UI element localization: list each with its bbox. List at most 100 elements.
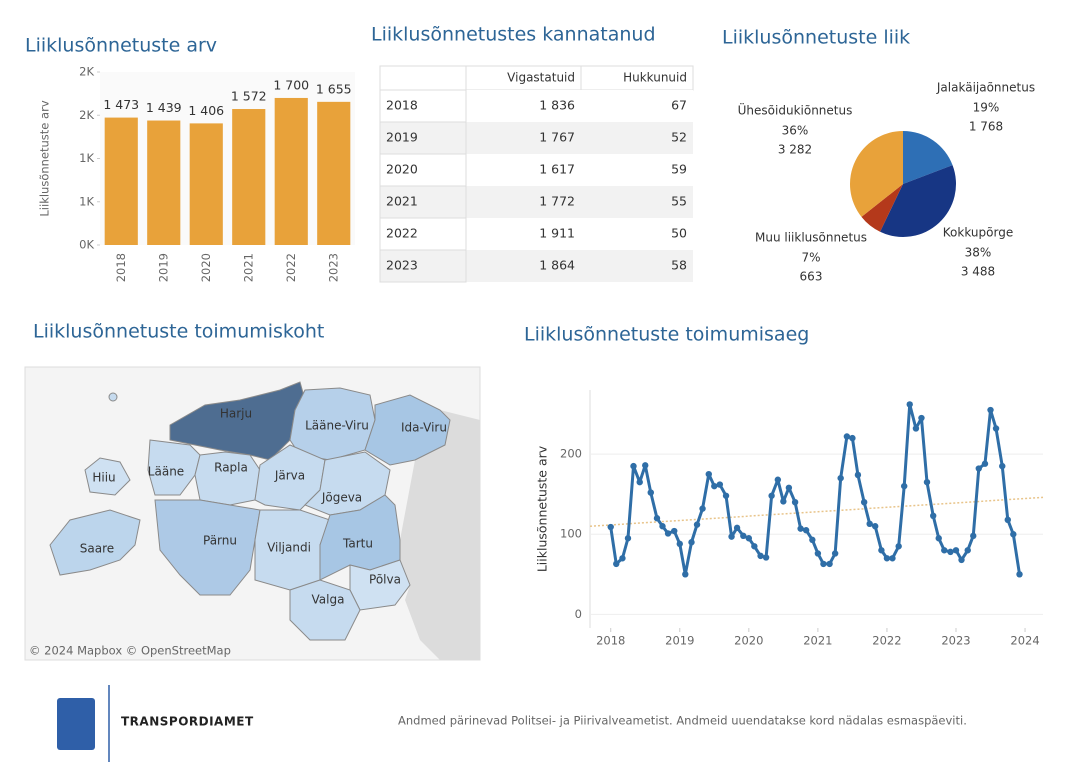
row-header: 2021	[386, 194, 418, 209]
pie-slice	[849, 131, 903, 217]
value-label: 1 439	[146, 100, 182, 115]
data-point	[912, 425, 920, 432]
row-header: 2022	[386, 226, 418, 241]
region-label: Ida-Viru	[401, 421, 447, 435]
row-header-cell	[379, 153, 467, 187]
slice-value: 3 488	[961, 265, 995, 279]
data-point	[952, 547, 960, 554]
region-shape	[84, 457, 131, 496]
region-label: Pärnu	[203, 534, 237, 548]
slice-name: Jalakäijaõnnetus	[936, 81, 1035, 95]
table-cell: 1 772	[539, 194, 575, 209]
data-point	[733, 524, 741, 532]
x-tick-label: 2024	[1010, 634, 1039, 648]
data-point	[699, 505, 706, 512]
column-header: Hukkunuid	[623, 71, 687, 85]
region-label: Hiiu	[92, 471, 115, 485]
data-point	[935, 535, 942, 542]
data-point	[987, 406, 994, 414]
value-label: 1 473	[103, 97, 139, 112]
row-header: 2020	[386, 162, 418, 177]
table-cell: 52	[671, 130, 687, 145]
table-title: Liiklusõnnetustes kannatanud	[371, 24, 656, 46]
y-tick-label: 1K	[79, 151, 94, 165]
data-point	[849, 434, 856, 442]
y-tick-label: 0K	[79, 238, 94, 252]
data-point	[837, 474, 844, 482]
data-point	[802, 527, 810, 534]
region-label: Viljandi	[267, 541, 311, 555]
data-point	[613, 560, 620, 568]
header-cell	[580, 65, 694, 91]
header-cell	[465, 65, 582, 91]
data-point	[745, 535, 753, 542]
map-attribution: © 2024 Mapbox © OpenStreetMap	[29, 644, 231, 658]
x-tick-label: 2023	[941, 634, 970, 648]
table-cell: 55	[671, 194, 687, 209]
data-point	[624, 535, 632, 542]
slice-percent: 36%	[782, 124, 809, 138]
x-tick-label: 2018	[596, 634, 625, 648]
data-point	[642, 462, 649, 469]
slice-name: Ühesõidukiõnnetus	[738, 102, 853, 118]
data-point	[843, 433, 851, 440]
data-point	[809, 536, 816, 544]
x-tick-label: 2019	[665, 634, 694, 648]
data-point	[797, 525, 804, 532]
data-point	[1010, 531, 1017, 538]
data-point	[918, 414, 925, 422]
data-point	[653, 515, 661, 522]
region-label: Harju	[220, 407, 252, 421]
region-label: Lääne-Viru	[305, 419, 369, 433]
bar	[189, 123, 223, 245]
y-axis-label: Liiklusõnnetuste arv	[535, 445, 550, 572]
data-point	[820, 560, 827, 568]
row-header: 2023	[386, 258, 418, 273]
data-point	[774, 476, 782, 483]
y-tick-label: 2K	[79, 108, 94, 122]
data-point	[878, 547, 885, 554]
region-label: Saare	[80, 542, 114, 556]
value-label: 1 572	[231, 89, 267, 104]
data-point	[831, 550, 839, 557]
data-point	[619, 555, 626, 562]
table-cell: 50	[671, 226, 687, 241]
region-shape	[154, 499, 261, 596]
data-point	[981, 460, 989, 467]
slice-value: 3 282	[778, 143, 812, 157]
x-tick-label: 2021	[803, 634, 832, 648]
neighbor-land	[400, 410, 480, 660]
row-bg	[466, 186, 693, 218]
pie-slice	[880, 165, 957, 238]
data-point	[923, 478, 931, 486]
data-point	[1016, 571, 1023, 578]
data-point	[889, 555, 896, 562]
row-header-cell	[379, 121, 467, 155]
data-point	[762, 554, 770, 561]
data-point	[975, 465, 982, 472]
data-point	[785, 484, 793, 491]
x-tick-label: 2022	[284, 253, 298, 282]
data-point	[814, 550, 822, 557]
region-shape	[289, 579, 361, 641]
data-point	[671, 527, 678, 535]
data-point	[906, 401, 913, 408]
data-point	[947, 548, 954, 556]
data-point	[716, 481, 724, 488]
table-cell: 1 617	[539, 162, 575, 177]
data-point	[768, 492, 775, 499]
table-cell: 1 836	[539, 98, 575, 113]
data-point	[791, 498, 799, 506]
slice-value: 663	[800, 270, 823, 284]
row-header-cell	[379, 89, 467, 123]
island	[108, 392, 118, 402]
region-label: Valga	[312, 593, 345, 607]
data-point	[854, 471, 862, 479]
row-bg	[466, 218, 693, 250]
logo-emblem	[57, 698, 95, 750]
data-point	[636, 478, 643, 486]
data-point	[659, 523, 666, 530]
region-label: Järva	[274, 469, 305, 483]
bar	[104, 117, 138, 245]
region-shape	[147, 439, 201, 496]
